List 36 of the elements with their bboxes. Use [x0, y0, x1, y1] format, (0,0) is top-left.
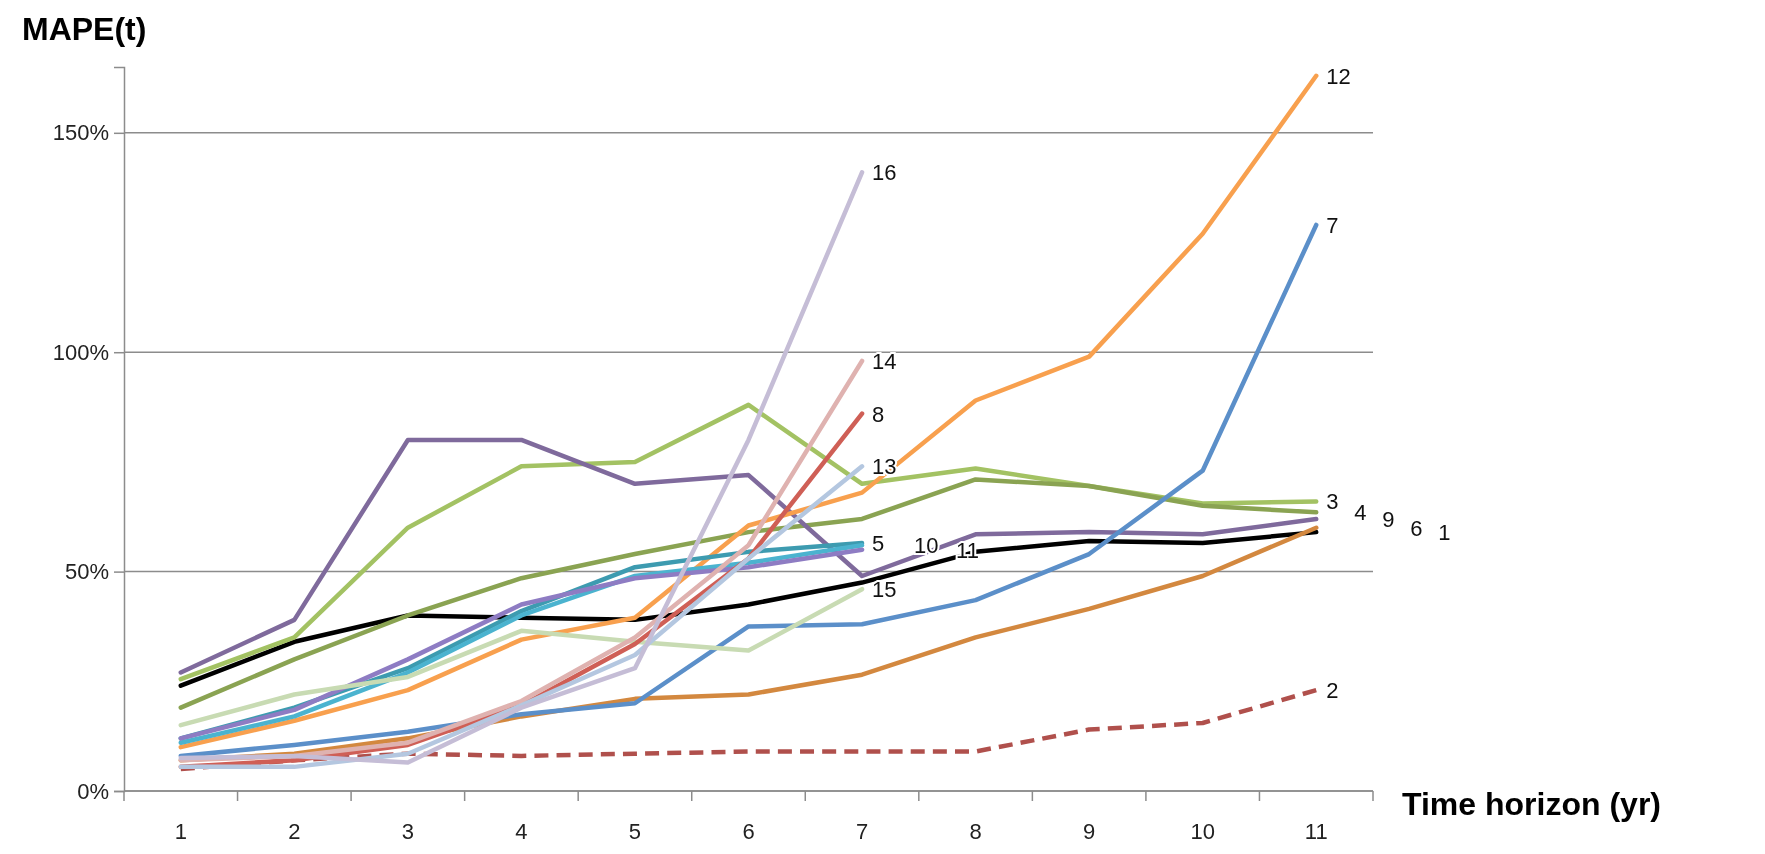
- x-tick-label: 11: [1304, 819, 1328, 844]
- y-tick-label: 100%: [52, 339, 109, 365]
- x-tick-label: 9: [1083, 819, 1096, 844]
- series-label: 5: [872, 531, 885, 557]
- series-label: 2: [1326, 678, 1339, 704]
- y-tick-label: 0%: [77, 778, 109, 804]
- x-tick-label: 3: [401, 819, 414, 844]
- line-series: [178, 170, 865, 765]
- line-series: [178, 687, 1319, 772]
- series-label: 16: [872, 160, 897, 186]
- x-tick-label: 10: [1190, 819, 1215, 844]
- x-tick-label: 8: [969, 819, 982, 844]
- text: 1: [1438, 520, 1451, 546]
- line-series: [178, 586, 865, 728]
- x-tick-label: 7: [855, 819, 869, 844]
- series-label: 3: [1326, 489, 1339, 515]
- x-axis-title: Time horizon (yr): [1402, 786, 1661, 822]
- series-label: 14: [872, 348, 897, 374]
- series-label: 7: [1326, 212, 1339, 238]
- series-label: 15: [872, 577, 897, 603]
- text: 6: [1410, 515, 1423, 541]
- y-axis-title: MAPE(t): [22, 11, 147, 47]
- y-tick-label: 50%: [64, 559, 109, 585]
- text: 9: [1382, 506, 1395, 532]
- x-tick-label: 6: [742, 819, 755, 844]
- series-label: 12: [1326, 63, 1351, 89]
- x-tick-label: 5: [628, 819, 642, 844]
- x-tick-label: 2: [288, 819, 301, 844]
- x-tick-label: 4: [515, 819, 528, 844]
- line-series: [178, 73, 1319, 750]
- y-tick-label: 150%: [52, 120, 109, 146]
- series-label: 8: [872, 401, 885, 427]
- series-label: 4: [1354, 500, 1367, 526]
- x-tick-label: 1: [174, 819, 187, 844]
- line-series: [178, 222, 1319, 759]
- line-series: [178, 477, 1319, 710]
